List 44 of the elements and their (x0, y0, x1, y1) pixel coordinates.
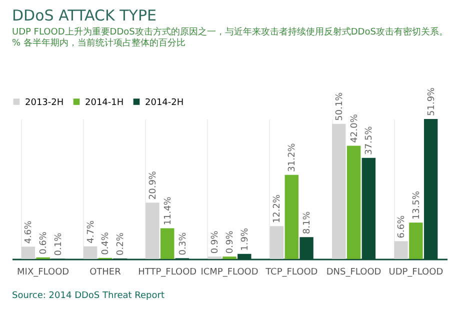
bar (83, 246, 98, 259)
data-label: 4.6% (24, 220, 34, 244)
bar (270, 226, 284, 259)
data-label: 4.7% (86, 220, 96, 244)
data-label: 51.9% (426, 86, 437, 116)
x-tick-label: OTHER (90, 268, 121, 278)
data-label: 0.4% (101, 232, 112, 255)
data-label: 50.1% (334, 92, 345, 121)
legend-label: 2013-2H (25, 98, 64, 108)
bar (146, 202, 160, 259)
data-label: 6.6% (397, 214, 408, 238)
data-label: 0.2% (116, 232, 126, 256)
data-label: 13.5% (412, 190, 422, 220)
bar (346, 146, 361, 259)
x-tick-label: HTTP_FLOOD (138, 268, 197, 278)
bar (332, 124, 346, 259)
data-label: 0.1% (54, 232, 64, 256)
data-label: 8.1% (302, 210, 313, 234)
data-label: 42.0% (350, 114, 360, 143)
source-note: Source: 2014 DDoS Threat Report (12, 291, 165, 301)
bar (394, 241, 408, 259)
data-label: 31.2% (288, 142, 298, 172)
data-label: 1.9% (240, 228, 250, 251)
data-label: 37.5% (364, 126, 375, 155)
x-tick-label: TCP_FLOOD (264, 268, 318, 278)
bar (21, 246, 36, 259)
bar (160, 228, 174, 259)
bar (284, 174, 298, 259)
data-label: 12.2% (272, 194, 283, 224)
data-label: 0.9% (210, 230, 221, 254)
data-label: 0.3% (178, 232, 188, 256)
chart-subtitle: UDP FLOOD上升为重要DDoS攻击方式的原因之一，与近年来攻击者持续使用反射式DDoS攻击有密切关系。 % 各半年期内，当前统计项占整体的百分比 (12, 26, 448, 48)
legend-label: 2014-2H (145, 98, 184, 108)
x-tick-label: MIX_FLOOD (17, 268, 70, 278)
bar (409, 222, 423, 259)
chart-title: DDoS ATTACK TYPE (12, 6, 156, 24)
data-label: 11.4% (163, 196, 174, 226)
data-label: 20.9% (148, 170, 158, 200)
data-label: 0.6% (39, 231, 50, 254)
x-tick-label: DNS_FLOOD (326, 268, 382, 278)
data-label: 0.9% (226, 230, 236, 254)
x-tick-label: UDP_FLOOD (388, 268, 444, 278)
legend-label: 2014-1H (85, 98, 124, 108)
x-tick-label: ICMP_FLOOD (200, 268, 258, 278)
